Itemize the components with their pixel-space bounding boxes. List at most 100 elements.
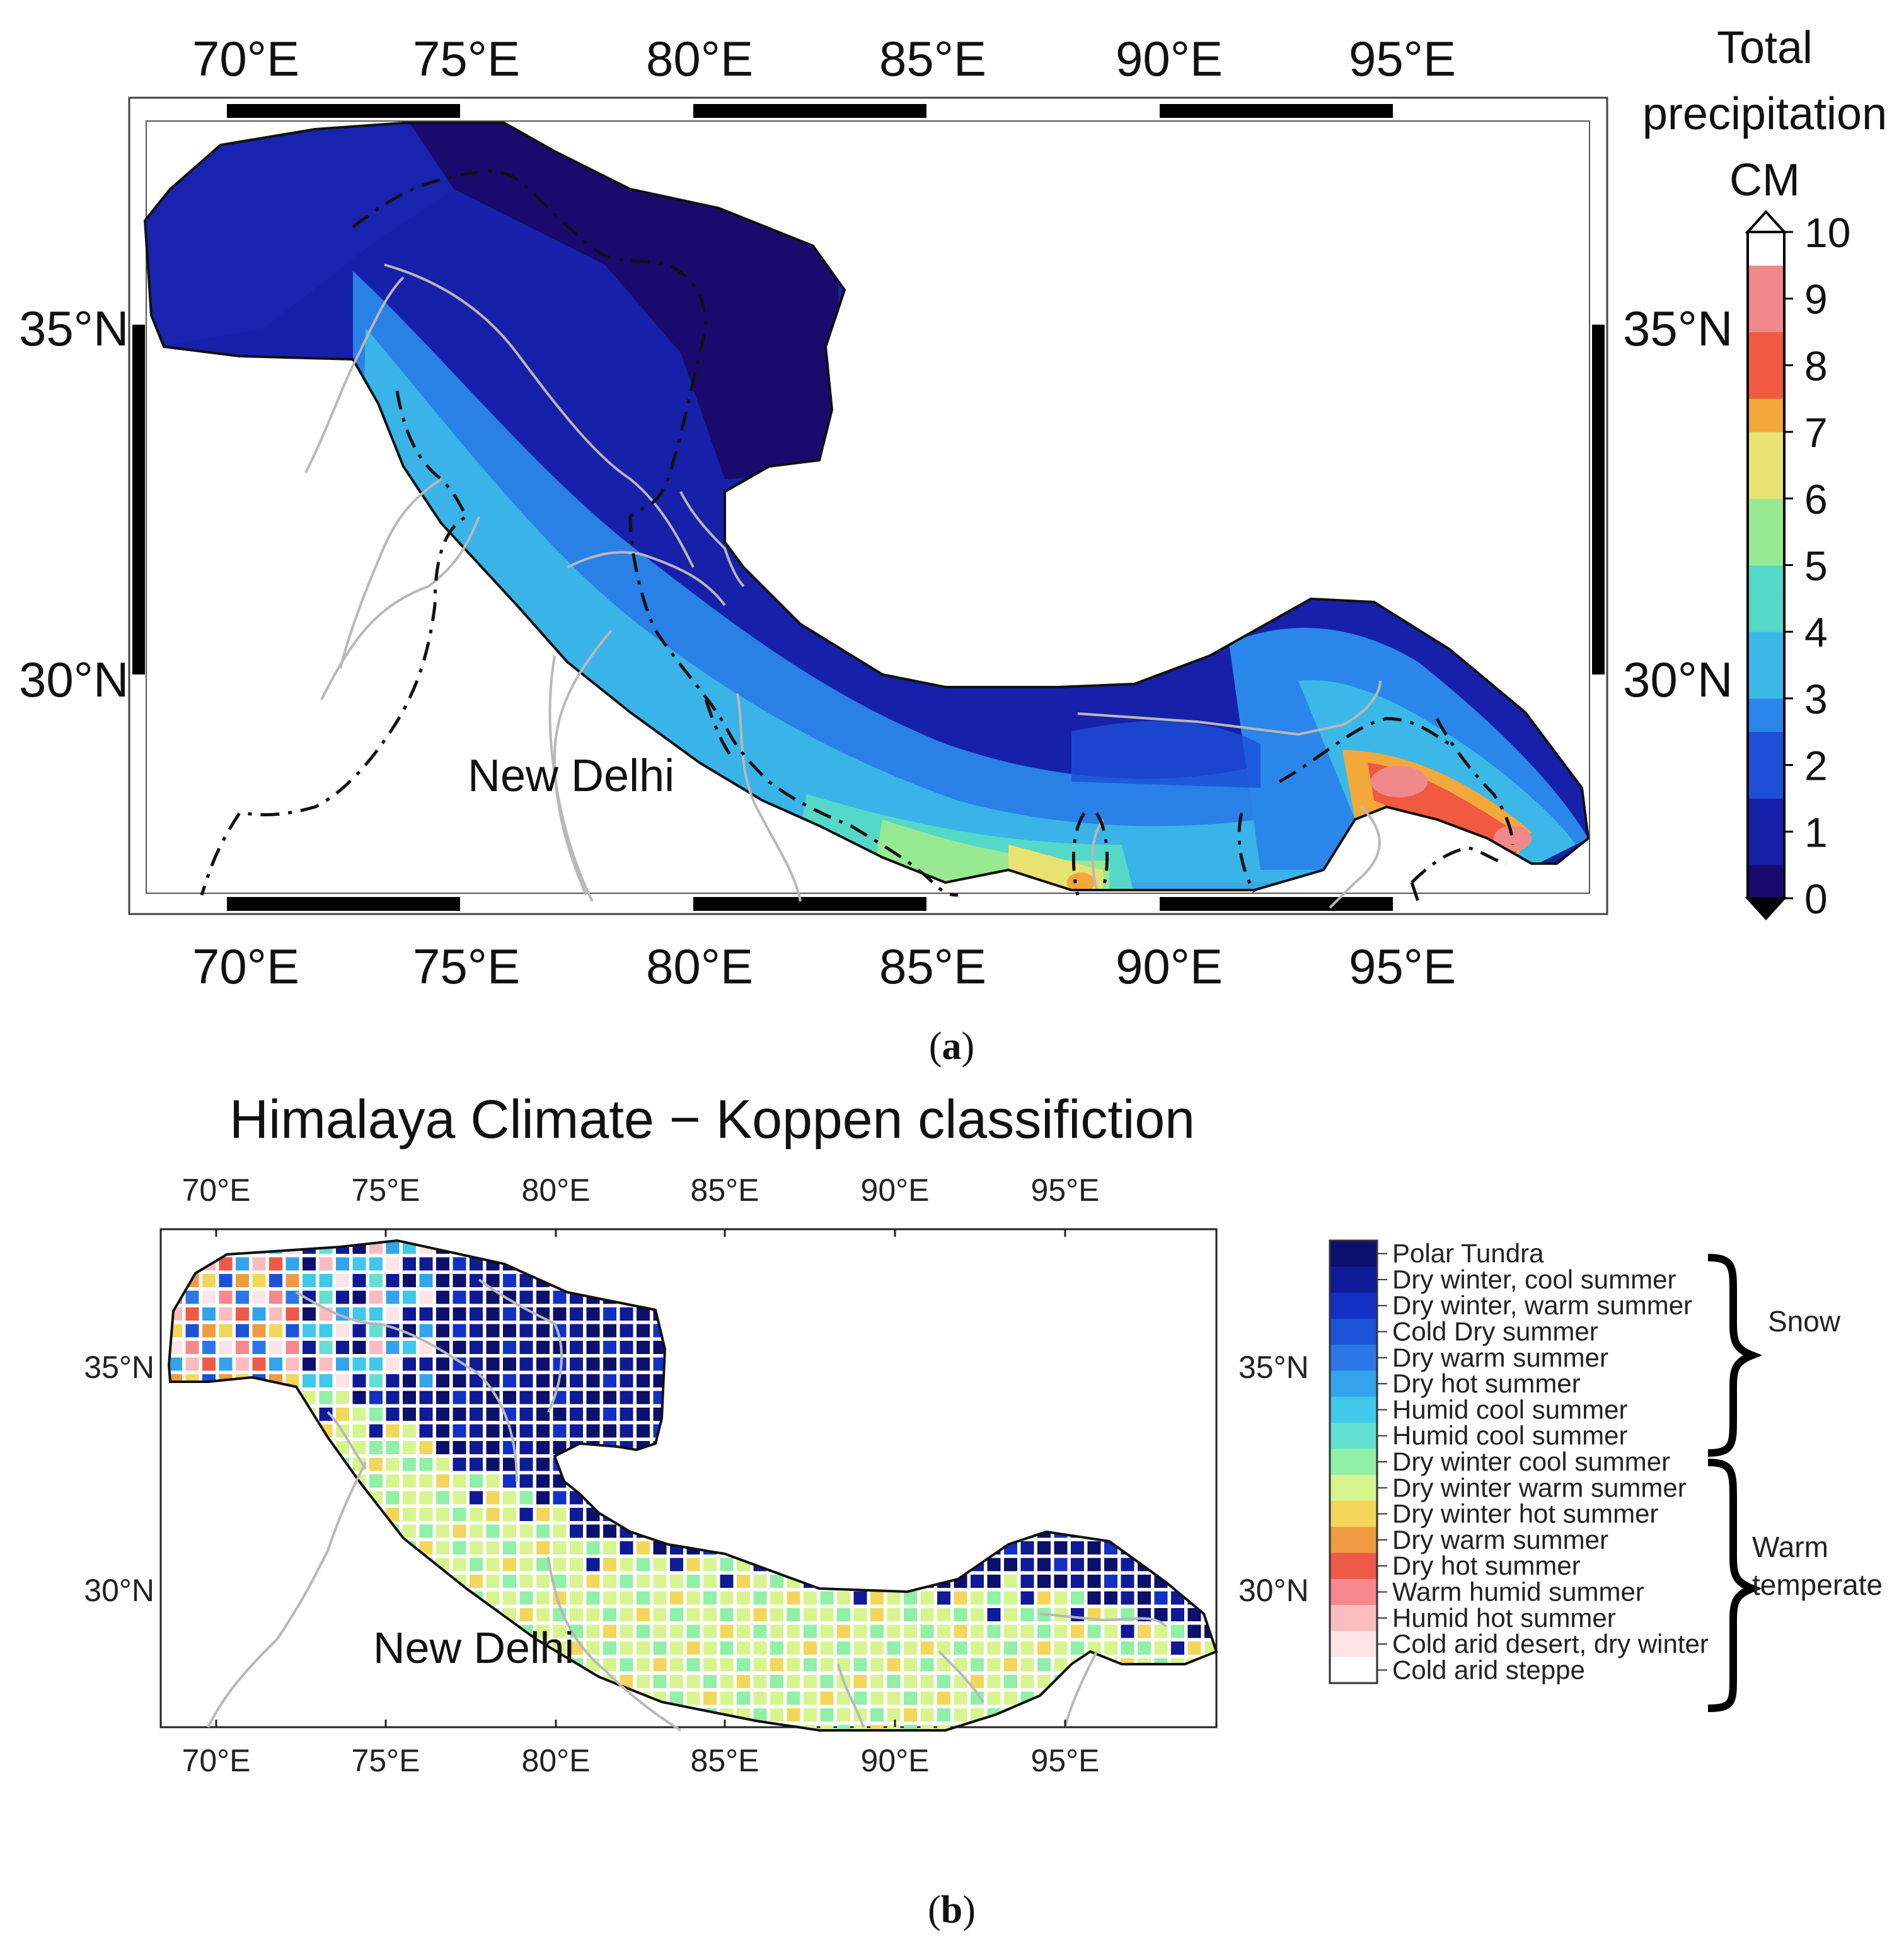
koppen-cell bbox=[954, 1324, 967, 1338]
koppen-cell bbox=[319, 1457, 333, 1471]
koppen-cell bbox=[737, 1274, 750, 1287]
koppen-cell bbox=[670, 1307, 683, 1321]
city-label-new-delhi-b: New Delhi bbox=[373, 1623, 574, 1672]
koppen-cell bbox=[1104, 1508, 1117, 1521]
koppen-cell bbox=[369, 1307, 383, 1321]
koppen-cell bbox=[403, 1474, 416, 1488]
koppen-cell bbox=[553, 1691, 567, 1705]
koppen-cell bbox=[286, 1290, 299, 1304]
koppen-cell bbox=[1004, 1441, 1017, 1454]
koppen-cell bbox=[436, 1508, 449, 1521]
koppen-cell bbox=[570, 1508, 583, 1521]
lon-tick-bottom-b: 90°E bbox=[861, 1743, 930, 1778]
koppen-cell bbox=[1171, 1241, 1184, 1254]
koppen-cell bbox=[1121, 1508, 1134, 1521]
koppen-cell bbox=[1171, 1374, 1184, 1387]
koppen-cell bbox=[971, 1575, 984, 1588]
koppen-cell bbox=[386, 1558, 400, 1571]
koppen-cell bbox=[169, 1241, 182, 1254]
colorbar-label: 2 bbox=[1804, 743, 1828, 789]
koppen-cell bbox=[453, 1391, 466, 1404]
koppen-cell bbox=[670, 1624, 683, 1638]
koppen-cell bbox=[519, 1357, 533, 1371]
koppen-cell bbox=[403, 1357, 416, 1371]
koppen-cell bbox=[553, 1541, 567, 1554]
koppen-cell bbox=[637, 1391, 650, 1404]
koppen-cell bbox=[236, 1708, 249, 1722]
koppen-cell bbox=[870, 1624, 884, 1638]
koppen-cell bbox=[686, 1307, 700, 1321]
koppen-cell bbox=[703, 1307, 717, 1321]
koppen-cell bbox=[1154, 1341, 1168, 1354]
koppen-cell bbox=[653, 1241, 667, 1254]
koppen-cell bbox=[1154, 1691, 1168, 1705]
koppen-cell bbox=[937, 1524, 950, 1538]
koppen-cell bbox=[853, 1274, 867, 1287]
koppen-cell bbox=[703, 1408, 717, 1421]
koppen-cell bbox=[519, 1241, 533, 1254]
koppen-cell bbox=[937, 1474, 950, 1488]
koppen-cell bbox=[653, 1608, 667, 1621]
koppen-cell bbox=[1071, 1608, 1084, 1621]
koppen-cell bbox=[586, 1324, 600, 1338]
koppen-cell bbox=[987, 1307, 1001, 1321]
koppen-cell bbox=[219, 1541, 233, 1554]
koppen-cell bbox=[1138, 1508, 1151, 1521]
legend-swatch bbox=[1330, 1370, 1377, 1398]
koppen-cell bbox=[1037, 1241, 1051, 1254]
koppen-cell bbox=[369, 1424, 383, 1438]
colorbar-max-triangle bbox=[1745, 210, 1787, 233]
koppen-cell bbox=[637, 1257, 650, 1271]
koppen-cell bbox=[720, 1641, 734, 1655]
group-label-temperate: temperate bbox=[1752, 1568, 1883, 1601]
colorbar-label: 6 bbox=[1804, 476, 1828, 523]
koppen-cell bbox=[870, 1675, 884, 1688]
legend-swatch bbox=[1330, 1500, 1377, 1527]
koppen-cell bbox=[185, 1541, 199, 1554]
koppen-cell bbox=[653, 1491, 667, 1505]
koppen-cell bbox=[820, 1575, 834, 1588]
koppen-cell bbox=[853, 1457, 867, 1471]
koppen-cell bbox=[686, 1608, 700, 1621]
lon-tick-bottom-a: 80°E bbox=[646, 939, 753, 994]
koppen-cell bbox=[369, 1324, 383, 1338]
koppen-cell bbox=[202, 1341, 216, 1354]
koppen-cell bbox=[369, 1608, 383, 1621]
koppen-cell bbox=[1171, 1341, 1184, 1354]
koppen-cell bbox=[403, 1491, 416, 1505]
koppen-cell bbox=[519, 1257, 533, 1271]
koppen-cell bbox=[853, 1691, 867, 1705]
koppen-cell bbox=[670, 1608, 683, 1621]
koppen-cell bbox=[352, 1508, 366, 1521]
koppen-cell bbox=[386, 1591, 400, 1605]
koppen-cell bbox=[1004, 1274, 1017, 1287]
koppen-cell bbox=[1121, 1307, 1134, 1321]
koppen-cell bbox=[787, 1408, 800, 1421]
koppen-cell bbox=[637, 1341, 650, 1354]
koppen-cell bbox=[1171, 1608, 1184, 1621]
koppen-cell bbox=[837, 1708, 850, 1722]
koppen-cell bbox=[286, 1474, 299, 1488]
koppen-cell bbox=[820, 1474, 834, 1488]
koppen-cell bbox=[937, 1324, 950, 1338]
koppen-cell bbox=[369, 1575, 383, 1588]
koppen-cell bbox=[904, 1508, 917, 1521]
koppen-cell bbox=[870, 1241, 884, 1254]
koppen-cell bbox=[1171, 1524, 1184, 1538]
koppen-cell bbox=[987, 1457, 1001, 1471]
koppen-cell bbox=[570, 1257, 583, 1271]
koppen-cell bbox=[603, 1575, 616, 1588]
koppen-cell bbox=[185, 1658, 199, 1672]
koppen-cell bbox=[536, 1324, 550, 1338]
koppen-cell bbox=[419, 1608, 433, 1621]
koppen-cell bbox=[169, 1658, 182, 1672]
koppen-cell bbox=[603, 1641, 616, 1655]
koppen-cell bbox=[1138, 1541, 1151, 1554]
koppen-cell bbox=[169, 1675, 182, 1688]
koppen-cell bbox=[937, 1357, 950, 1371]
koppen-cell bbox=[1054, 1691, 1068, 1705]
koppen-cell bbox=[1187, 1524, 1201, 1538]
koppen-cell bbox=[486, 1307, 500, 1321]
koppen-cell bbox=[753, 1274, 767, 1287]
koppen-cell bbox=[570, 1575, 583, 1588]
